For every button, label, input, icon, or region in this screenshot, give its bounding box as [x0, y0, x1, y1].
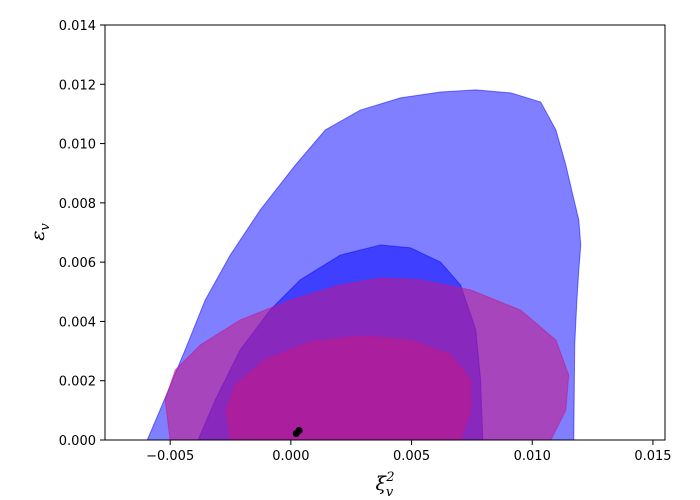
plot-area — [146, 89, 582, 440]
x-tick-label: 0.005 — [393, 449, 430, 464]
y-axis-label-group: εv — [27, 223, 53, 241]
plot-frame — [104, 24, 666, 441]
y-tick-label: 0.000 — [59, 434, 96, 449]
x-tick-label: 0.015 — [634, 449, 671, 464]
y-label-sub: v — [38, 223, 53, 231]
x-axis-label: ξv2 — [375, 470, 394, 500]
x-label-base: ξ — [375, 473, 387, 495]
y-axis-label: εv — [27, 223, 53, 241]
y-label-base: ε — [27, 231, 49, 241]
y-tick-label: 0.006 — [59, 256, 96, 271]
x-label-sub: v — [386, 485, 394, 500]
y-tick-label: 0.004 — [59, 315, 96, 330]
x-label-sup: 2 — [385, 470, 394, 485]
y-tick-label: 0.010 — [59, 138, 96, 153]
x-tick-label: 0.000 — [272, 449, 309, 464]
y-tick-label: 0.008 — [59, 197, 96, 212]
contour-region — [225, 335, 472, 440]
x-tick-label: −0.005 — [146, 449, 194, 464]
x-tick-label: 0.010 — [514, 449, 551, 464]
point — [295, 427, 303, 435]
y-tick-label: 0.012 — [59, 78, 96, 93]
y-tick-label: 0.002 — [59, 375, 96, 390]
y-tick-label: 0.014 — [59, 19, 96, 34]
